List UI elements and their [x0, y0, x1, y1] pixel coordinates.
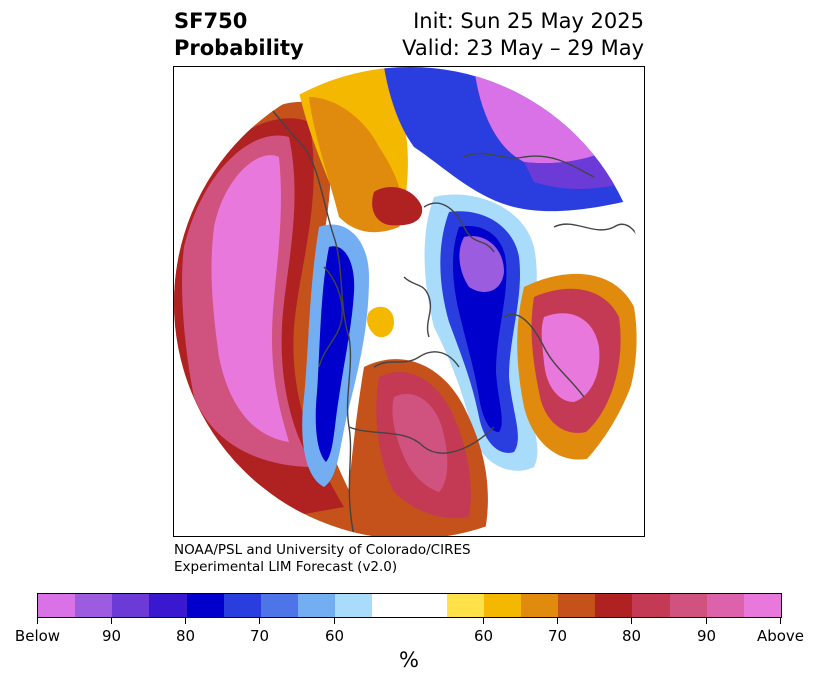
colorbar-tick — [334, 618, 335, 624]
colorbar-segment — [372, 594, 447, 617]
colorbar-tick-label: Below — [14, 627, 61, 645]
colorbar-segment — [743, 594, 782, 617]
credit-line-1: NOAA/PSL and University of Colorado/CIRE… — [174, 542, 471, 558]
colorbar-units: % — [399, 648, 419, 672]
colorbar-segment — [112, 594, 150, 617]
pacific-above-max — [211, 155, 289, 442]
chart-title: SF750 Probability — [174, 8, 304, 62]
credit-text: NOAA/PSL and University of Colorado/CIRE… — [174, 542, 471, 576]
colorbar-tick-label: 60 — [324, 627, 345, 645]
colorbar-segment — [483, 594, 522, 617]
colorbar-tick-label: Above — [756, 627, 805, 645]
colorbar-segment — [706, 594, 744, 617]
colorbar-tick — [780, 618, 781, 624]
colorbar-segment — [298, 594, 336, 617]
colorbar-segment — [186, 594, 224, 617]
colorbar-tick — [483, 618, 484, 624]
colorbar-segment — [669, 594, 707, 617]
colorbar-segment — [75, 594, 113, 617]
colorbar-segment — [223, 594, 261, 617]
colorbar-segment — [446, 594, 484, 617]
colorbar-segment — [38, 594, 76, 617]
colorbar-segment — [149, 594, 187, 617]
colorbar-tick — [259, 618, 260, 624]
init-date: Init: Sun 25 May 2025 — [413, 9, 644, 33]
colorbar-tick — [111, 618, 112, 624]
arctic-above-high — [372, 187, 423, 226]
colorbar-segment — [632, 594, 670, 617]
colorbar-tick-label: 70 — [547, 627, 568, 645]
colorbar-tick-label: 90 — [101, 627, 122, 645]
greatlakes-above — [367, 306, 394, 338]
forecast-dates: Init: Sun 25 May 2025 Valid: 23 May – 29… — [402, 8, 644, 62]
colorbar-segment — [521, 594, 559, 617]
map-panel — [173, 66, 645, 537]
colorbar-tick-label: 60 — [473, 627, 494, 645]
credit-line-2: Experimental LIM Forecast (v2.0) — [174, 559, 398, 575]
colorbar-tick — [706, 618, 707, 624]
probability-map — [174, 67, 644, 536]
colorbar-tick-label: 80 — [621, 627, 642, 645]
colorbar-tick-label: 90 — [696, 627, 717, 645]
colorbar-segment — [558, 594, 596, 617]
colorbar-segment — [260, 594, 299, 617]
colorbar-tick — [185, 618, 186, 624]
coastlines — [233, 67, 644, 536]
title-line-2: Probability — [174, 36, 304, 60]
colorbar-tick — [37, 618, 38, 624]
title-line-1: SF750 — [174, 9, 248, 33]
colorbar-segment — [335, 594, 373, 617]
colorbar-segment — [595, 594, 633, 617]
colorbar-tick-label: 80 — [175, 627, 196, 645]
colorbar-tick-label: 70 — [249, 627, 270, 645]
colorbar-tick — [631, 618, 632, 624]
europe-above-max — [541, 313, 600, 402]
colorbar — [37, 593, 782, 618]
na-below-core — [315, 246, 355, 462]
valid-range: Valid: 23 May – 29 May — [402, 36, 644, 60]
colorbar-tick — [557, 618, 558, 624]
